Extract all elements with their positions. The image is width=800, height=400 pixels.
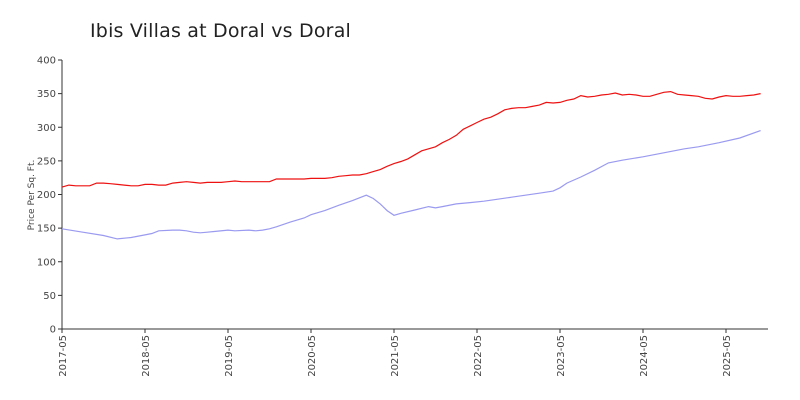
y-tick-label: 150	[37, 224, 56, 235]
x-tick-label: 2024-05	[639, 335, 650, 377]
y-axis-label: Price Per Sq. Ft.	[27, 160, 37, 231]
y-tick-label: 0	[50, 325, 56, 336]
x-tick-label: 2020-05	[307, 335, 318, 377]
x-tick-label: 2017-05	[58, 335, 69, 377]
y-tick-label: 50	[43, 291, 56, 302]
y-tick-label: 200	[37, 190, 56, 201]
chart-series	[61, 90, 761, 240]
chart-title: Ibis Villas at Doral vs Doral	[90, 20, 352, 42]
y-tick-label: 400	[37, 56, 56, 67]
y-tick-label: 350	[37, 89, 56, 100]
series-line-1	[61, 90, 761, 188]
x-tick-label: 2023-05	[556, 335, 567, 377]
x-tick-label: 2022-05	[473, 335, 484, 377]
x-tick-label: 2019-05	[224, 335, 235, 377]
y-tick-label: 300	[37, 123, 56, 134]
series-line-2	[61, 130, 761, 240]
chart-axes: 0 50 100 150 200 250 300 350 400 2017-05 2018-05 20…	[37, 56, 768, 377]
x-tick-label: 2018-05	[141, 335, 152, 377]
x-tick-label: 2021-05	[390, 335, 401, 377]
y-tick-label: 100	[37, 257, 56, 268]
x-tick-label: 2025-05	[722, 335, 733, 377]
y-tick-label: 250	[37, 156, 56, 167]
